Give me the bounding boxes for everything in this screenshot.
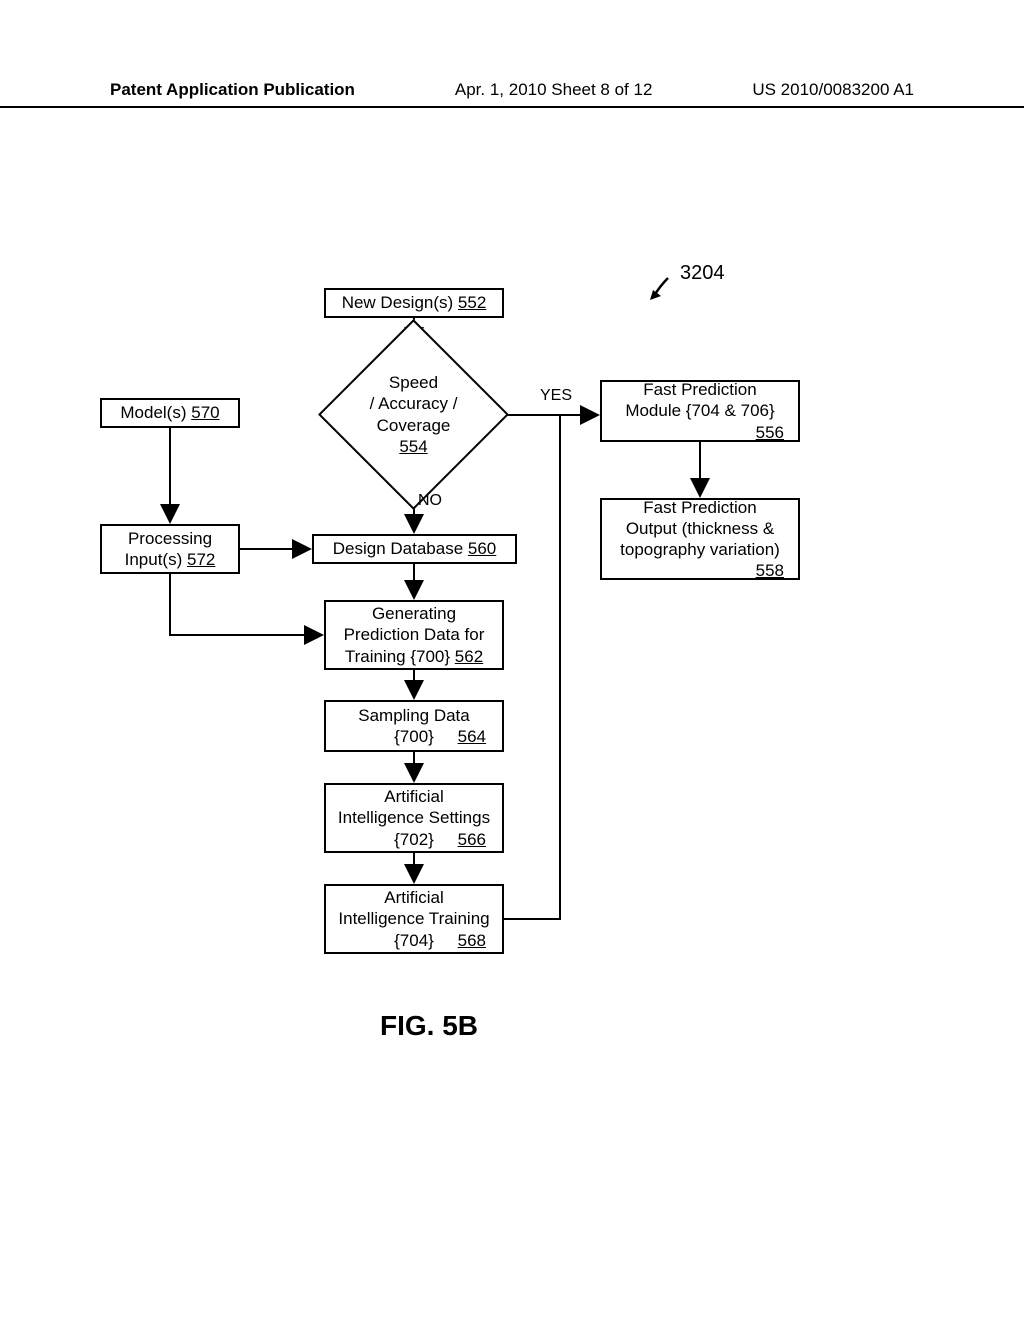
design-db-ref: 560 (468, 539, 496, 558)
models-ref: 570 (191, 403, 219, 422)
node-generating-prediction: Generating Prediction Data for Training … (324, 600, 504, 670)
design-db-text: Design Database (333, 539, 463, 558)
node-ai-training: Artificial Intelligence Training {704} 5… (324, 884, 504, 954)
connector-arrows (0, 270, 1024, 1050)
flowchart: 3204 New Design(s) 552 Speed / Accuracy … (0, 270, 1024, 1050)
node-models: Model(s) 570 (100, 398, 240, 428)
new-designs-text: New Design(s) (342, 293, 453, 312)
decision-label: Speed / Accuracy / Coverage 554 (346, 347, 481, 482)
header-pubnum: US 2010/0083200 A1 (752, 80, 914, 100)
node-design-database: Design Database 560 (312, 534, 517, 564)
header-publication: Patent Application Publication (110, 80, 355, 100)
figure-label: FIG. 5B (380, 1010, 478, 1042)
page-header: Patent Application Publication Apr. 1, 2… (0, 80, 1024, 108)
models-text: Model(s) (120, 403, 186, 422)
node-processing-inputs: Processing Input(s) 572 (100, 524, 240, 574)
node-sampling-data: Sampling Data {700} 564 (324, 700, 504, 752)
node-fast-prediction-output: Fast Prediction Output (thickness & topo… (600, 498, 800, 580)
figure-reference-callout: 3204 (680, 262, 725, 285)
edge-label-yes: YES (540, 387, 572, 405)
new-designs-ref: 552 (458, 293, 486, 312)
node-ai-settings: Artificial Intelligence Settings {702} 5… (324, 783, 504, 853)
node-new-designs: New Design(s) 552 (324, 288, 504, 318)
node-decision: Speed / Accuracy / Coverage 554 (346, 347, 481, 482)
node-fast-prediction-module: Fast Prediction Module {704 & 706} 556 (600, 380, 800, 442)
edge-label-no: NO (418, 492, 442, 510)
header-date-sheet: Apr. 1, 2010 Sheet 8 of 12 (455, 80, 653, 100)
